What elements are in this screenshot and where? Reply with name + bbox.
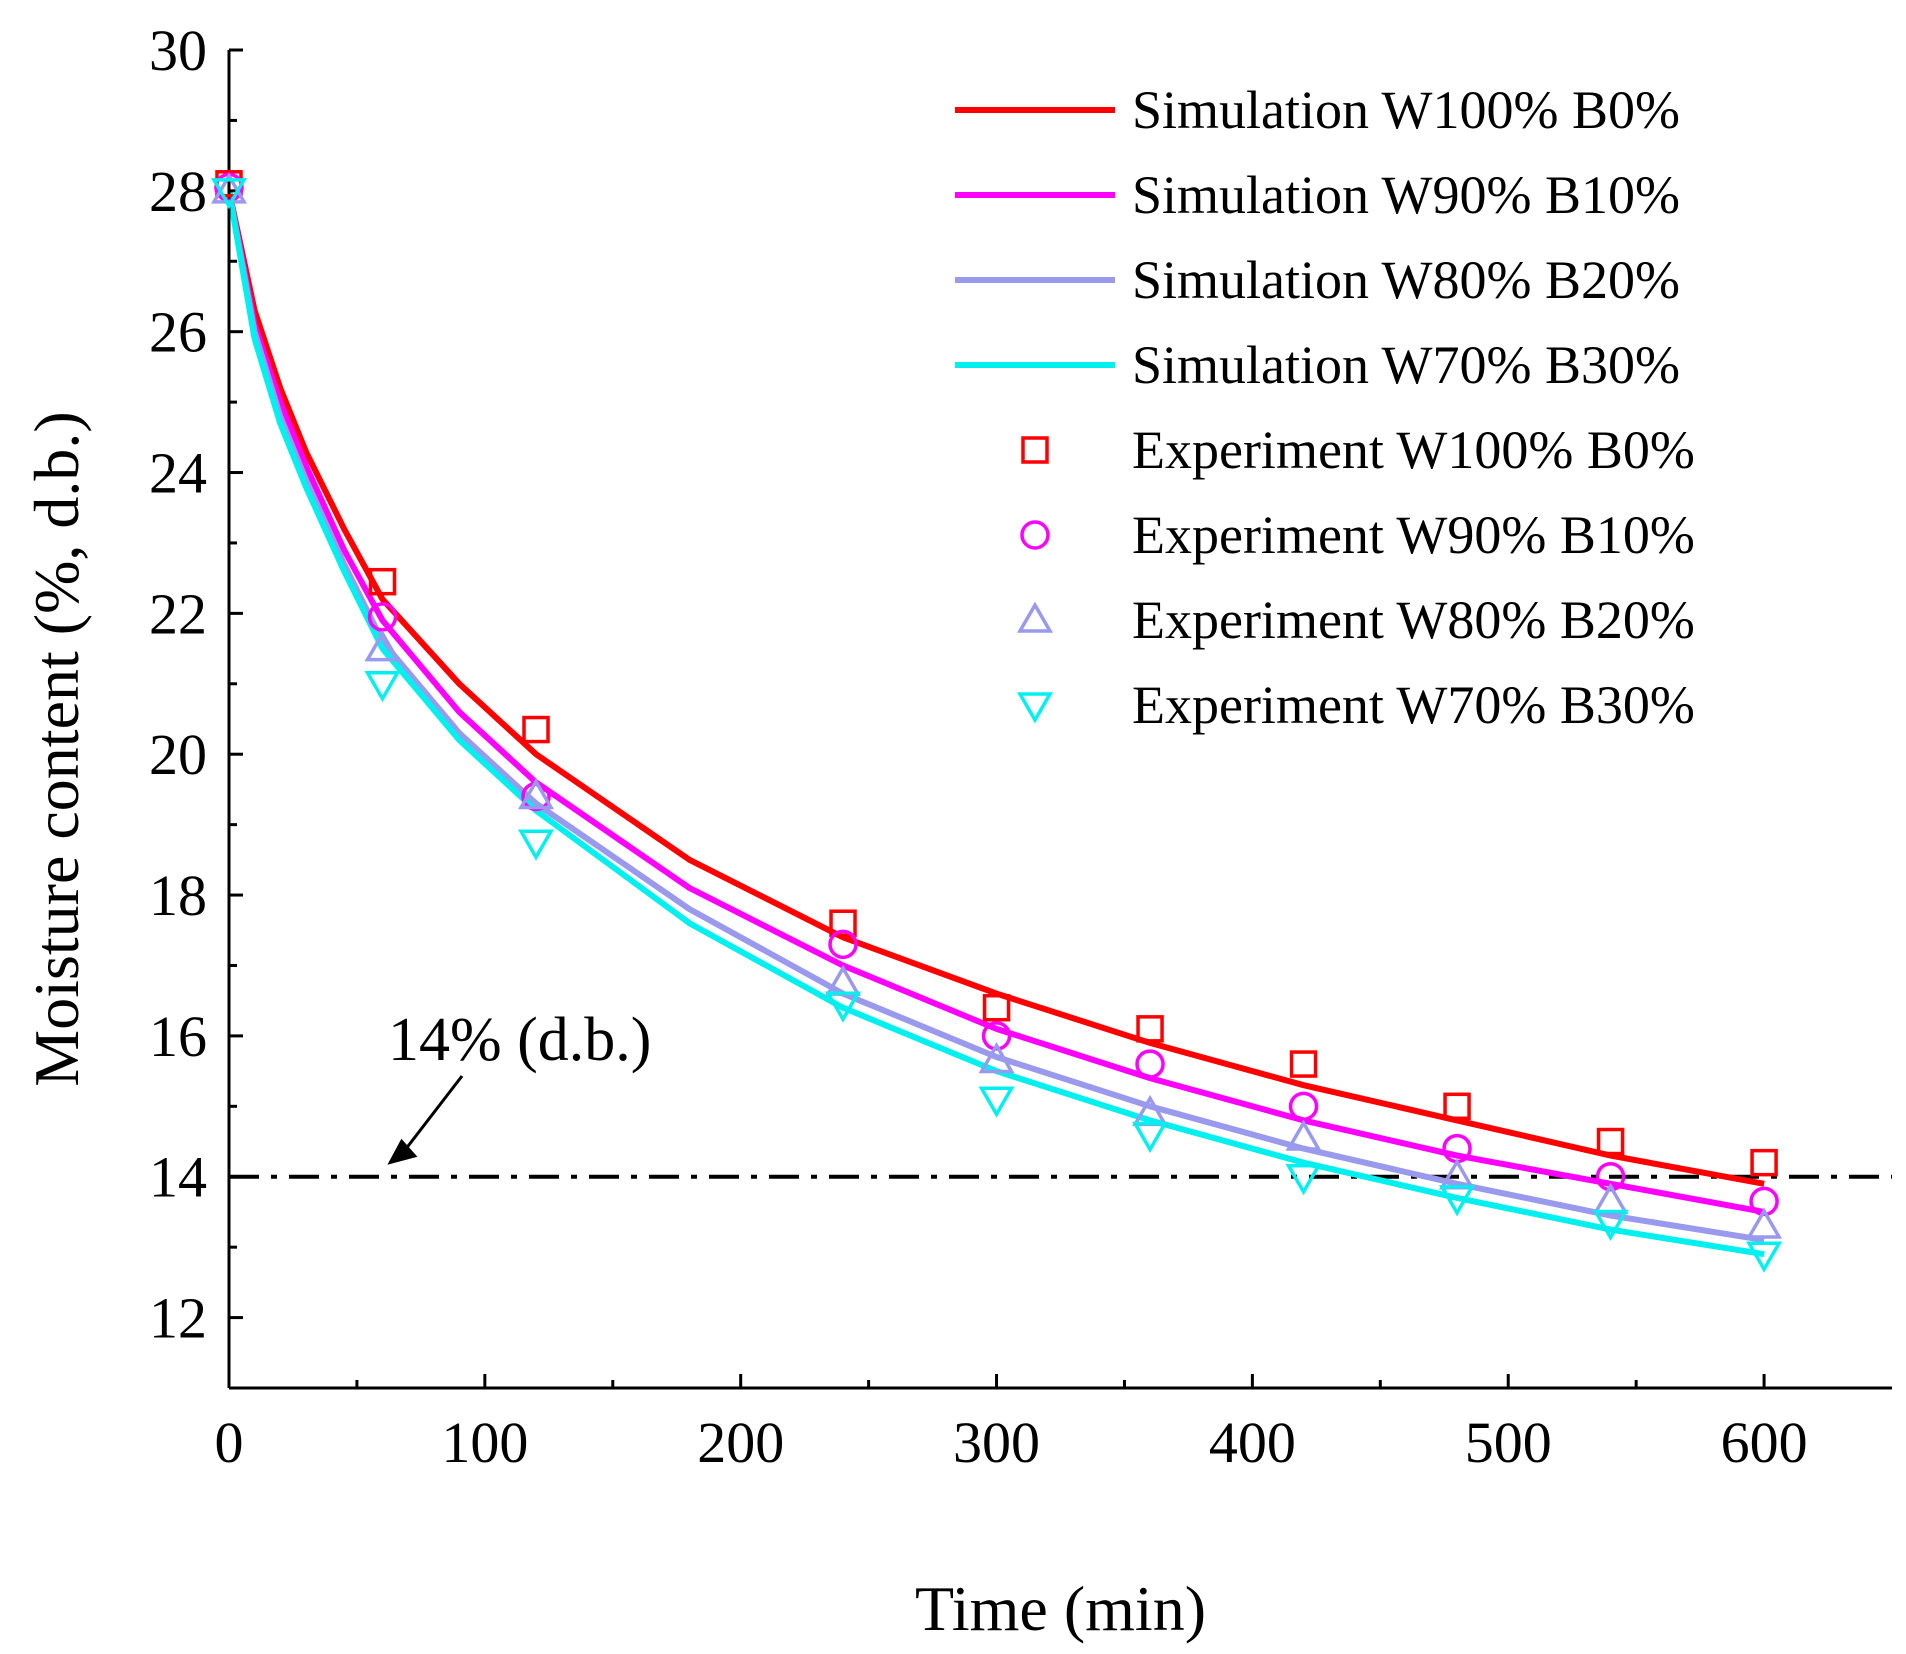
x-axis-title: Time (min) xyxy=(915,1573,1206,1644)
experiment-point-3 xyxy=(210,172,248,204)
simulation-line-4 xyxy=(229,190,1765,1258)
x-tick-label: 600 xyxy=(1721,1410,1808,1475)
legend-label-exp-2: Experiment W90% B10% xyxy=(1132,505,1695,565)
experiment-point-4 xyxy=(1439,1185,1476,1217)
legend-label-exp-3: Experiment W80% B20% xyxy=(1132,590,1695,650)
experiment-point-1 xyxy=(1443,1092,1471,1121)
y-tick-label: 12 xyxy=(149,1286,207,1351)
x-tick-label: 200 xyxy=(697,1410,784,1475)
x-tick-label: 0 xyxy=(215,1410,244,1475)
experiment-point-4 xyxy=(1592,1209,1629,1242)
y-tick-label: 22 xyxy=(149,581,207,646)
y-tick-label: 28 xyxy=(149,159,207,224)
annotation-14-db: 14% (d.b.) xyxy=(388,1006,651,1074)
legend-label-sim-2: Simulation W90% B10% xyxy=(1132,165,1680,225)
y-tick-label: 16 xyxy=(149,1004,207,1069)
y-tick-label: 14 xyxy=(149,1145,207,1210)
legend-marker-exp-4 xyxy=(1016,692,1054,724)
experiment-point-1 xyxy=(522,715,550,744)
simulation-line-2 xyxy=(229,190,1765,1215)
experiment-point-2 xyxy=(367,602,398,632)
legend-label-sim-4: Simulation W70% B30% xyxy=(1132,335,1680,395)
experiment-point-1 xyxy=(829,909,857,937)
y-tick-label: 20 xyxy=(149,722,207,787)
experiment-point-4 xyxy=(517,829,555,861)
axes: 0 100 200 300 400 500 600 12 14 16 18 20 22 24 26 28 30 xyxy=(149,18,1892,1475)
experiment-point-4 xyxy=(1132,1121,1169,1153)
x-tick-label: 100 xyxy=(441,1410,528,1475)
legend-marker-exp-3 xyxy=(1016,601,1054,633)
experiment-point-4 xyxy=(978,1086,1015,1118)
experiment-point-1 xyxy=(1750,1148,1778,1177)
experiment-point-3 xyxy=(978,1042,1015,1074)
experiment-point-4 xyxy=(825,991,862,1023)
x-tick-label: 500 xyxy=(1465,1410,1552,1475)
legend-label-exp-4: Experiment W70% B30% xyxy=(1132,675,1695,735)
experiment-point-3 xyxy=(1285,1119,1322,1151)
annotation-arrow-head xyxy=(387,1138,418,1165)
experiment-point-2 xyxy=(1135,1049,1165,1079)
annotation-arrow-shaft xyxy=(400,1075,464,1156)
experiment-point-1 xyxy=(368,567,397,596)
x-tick-label: 400 xyxy=(1209,1410,1296,1475)
legend-label-sim-1: Simulation W100% B0% xyxy=(1132,80,1680,140)
y-tick-label: 30 xyxy=(149,18,207,83)
experiment-point-4 xyxy=(1285,1163,1322,1196)
experiment-point-3 xyxy=(517,777,555,810)
experiment-point-1 xyxy=(982,993,1011,1022)
legend-label-sim-3: Simulation W80% B20% xyxy=(1132,250,1680,310)
experiment-point-4 xyxy=(210,178,248,210)
experiment-point-2 xyxy=(828,929,858,960)
x-tick-label: 300 xyxy=(953,1410,1040,1475)
experiment-point-1 xyxy=(1136,1015,1164,1043)
experiment-point-3 xyxy=(364,630,401,662)
y-tick-label: 18 xyxy=(149,863,207,928)
legend-label-exp-1: Experiment W100% B0% xyxy=(1132,420,1695,480)
experiment-point-2 xyxy=(1288,1091,1319,1122)
experiment-point-1 xyxy=(1596,1127,1625,1156)
y-axis-title: Moisture content (%, d.b.) xyxy=(21,411,92,1086)
experiment-point-3 xyxy=(1746,1207,1783,1239)
legend-marker-exp-2 xyxy=(1020,520,1050,550)
legend: Simulation W100% B0% Simulation W90% B10%… xyxy=(955,80,1695,735)
y-tick-label: 26 xyxy=(149,300,207,365)
experiment-point-4 xyxy=(364,671,401,703)
legend-marker-exp-1 xyxy=(1021,436,1049,464)
experiment-point-4 xyxy=(1746,1241,1783,1273)
experiment-point-1 xyxy=(1289,1050,1318,1078)
y-tick-label: 24 xyxy=(149,441,207,506)
simulation-line-1 xyxy=(229,190,1765,1187)
